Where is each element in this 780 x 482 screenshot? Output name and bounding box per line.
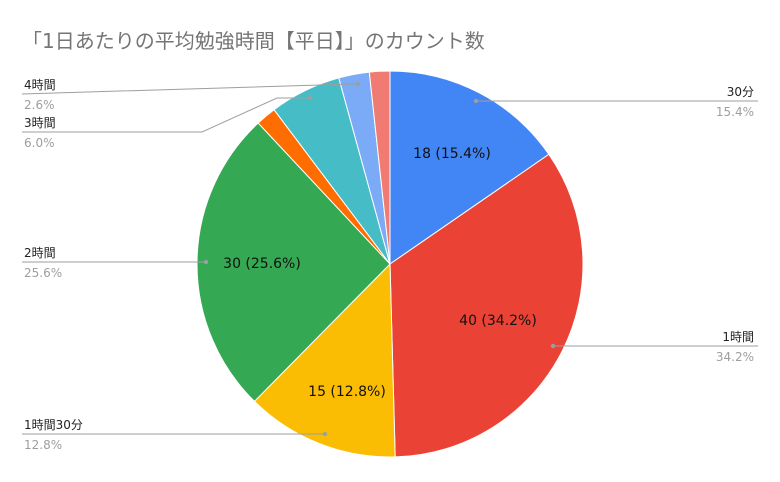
slice-value-label: 15 (12.8%) bbox=[308, 384, 386, 400]
leader-dot bbox=[473, 98, 479, 104]
pie-slice bbox=[253, 262, 396, 458]
slice-name-label: 30分 bbox=[727, 85, 754, 99]
leader-dot bbox=[550, 343, 556, 349]
leader-dot bbox=[307, 95, 313, 101]
slice-percent-label: 34.2% bbox=[716, 350, 754, 364]
slice-value-label: 18 (15.4%) bbox=[413, 146, 491, 162]
chart-title: 「1日あたりの平均勉強時間【平日】」のカウント数 bbox=[22, 29, 485, 53]
slice-percent-label: 6.0% bbox=[24, 136, 55, 150]
slice-name-label: 2時間 bbox=[24, 246, 56, 260]
pie-slice bbox=[368, 70, 391, 265]
leader-line bbox=[22, 97, 310, 133]
leader-dot bbox=[322, 431, 328, 437]
leader-dot bbox=[355, 81, 361, 87]
slice-percent-label: 2.6% bbox=[24, 98, 55, 112]
slice-name-label: 1時間30分 bbox=[24, 418, 83, 432]
slice-name-label: 4時間 bbox=[24, 78, 56, 92]
pie-slices bbox=[196, 70, 584, 458]
slice-name-label: 1時間 bbox=[722, 330, 754, 344]
slice-name-label: 3時間 bbox=[24, 116, 56, 130]
pie-slice bbox=[196, 122, 391, 403]
slice-value-label: 40 (34.2%) bbox=[459, 313, 537, 329]
leader-lines bbox=[21, 81, 758, 437]
slice-value-label: 30 (25.6%) bbox=[223, 256, 301, 272]
slice-percent-label: 25.6% bbox=[24, 266, 62, 280]
slice-labels: 18 (15.4%) 30分 15.4% 40 (34.2%) 1時間 34.2% 15 (… bbox=[24, 78, 754, 452]
slice-percent-label: 12.8% bbox=[24, 438, 62, 452]
leader-dot bbox=[203, 259, 209, 265]
pie-slice bbox=[389, 70, 550, 265]
pie-slice bbox=[389, 153, 584, 458]
slice-percent-label: 15.4% bbox=[716, 105, 754, 119]
